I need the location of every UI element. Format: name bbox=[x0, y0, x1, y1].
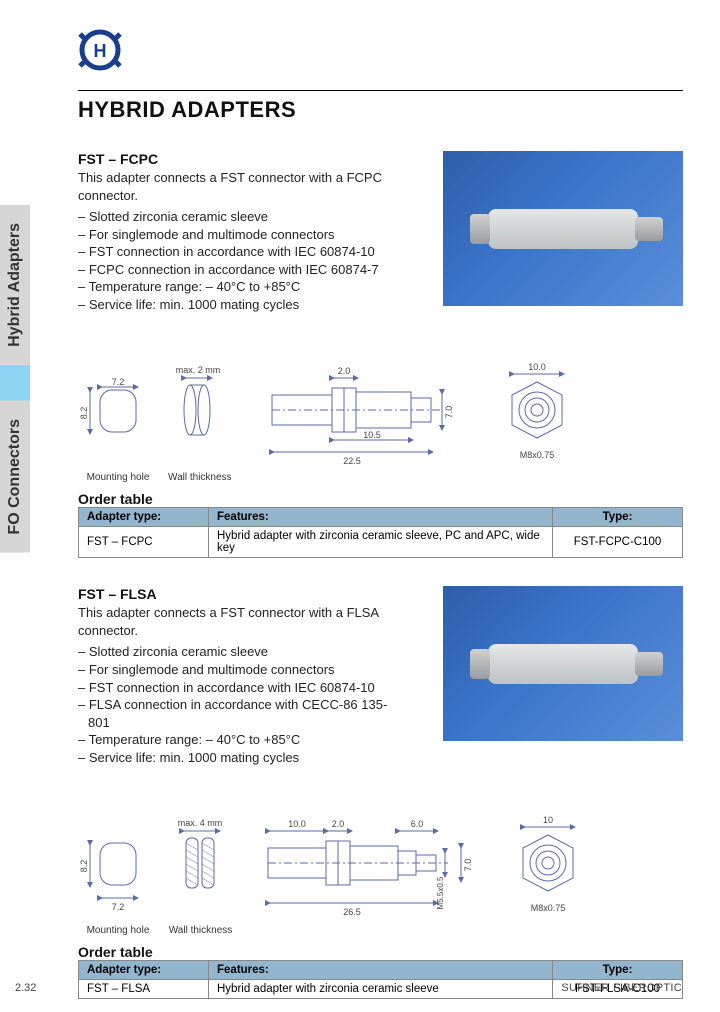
bullet-list: Slotted zirconia ceramic sleeve For sing… bbox=[78, 643, 388, 766]
col-header: Type: bbox=[553, 961, 683, 980]
wall-thickness-icon: max. 2 mm bbox=[168, 345, 228, 465]
table-row: FST – FCPC Hybrid adapter with zirconia … bbox=[79, 527, 683, 558]
list-item: Slotted zirconia ceramic sleeve bbox=[78, 208, 388, 226]
order-table: Adapter type: Features: Type: FST – FCPC… bbox=[78, 507, 683, 558]
svg-text:2.0: 2.0 bbox=[332, 819, 345, 829]
cell-adapter-type: FST – FCPC bbox=[79, 527, 209, 558]
section-intro: This adapter connects a FST connector wi… bbox=[78, 169, 388, 204]
cell-features: Hybrid adapter with zirconia ceramic sle… bbox=[209, 980, 553, 999]
nut-drawing-icon: 10 M8x0.75 bbox=[498, 793, 598, 933]
cell-adapter-type: FST – FLSA bbox=[79, 980, 209, 999]
product-photo bbox=[443, 586, 683, 741]
col-header: Features: bbox=[209, 508, 553, 527]
list-item: Slotted zirconia ceramic sleeve bbox=[78, 643, 388, 661]
list-item: FST connection in accordance with IEC 60… bbox=[78, 679, 388, 697]
nut-drawing-icon: 10.0 M8x0.75 bbox=[482, 340, 592, 480]
col-header: Features: bbox=[209, 961, 553, 980]
tab-accent bbox=[0, 365, 30, 401]
col-header: Type: bbox=[553, 508, 683, 527]
svg-text:7.0: 7.0 bbox=[463, 859, 473, 872]
list-item: For singlemode and multimode connectors bbox=[78, 661, 388, 679]
col-header: Adapter type: bbox=[79, 961, 209, 980]
svg-text:max. 4 mm: max. 4 mm bbox=[178, 818, 223, 828]
body-drawing-icon: 22.5 10.5 2.0 7.0 bbox=[242, 340, 472, 480]
connector-icon bbox=[488, 209, 638, 249]
list-item: FLSA connection in accordance with CECC-… bbox=[78, 696, 388, 731]
brand-logo-icon: H bbox=[78, 28, 122, 72]
svg-text:26.5: 26.5 bbox=[343, 907, 361, 917]
page-title: HYBRID ADAPTERS bbox=[78, 90, 683, 123]
svg-text:22.5: 22.5 bbox=[343, 456, 361, 466]
svg-text:7.2: 7.2 bbox=[112, 902, 125, 912]
order-table-title: Order table bbox=[78, 491, 683, 507]
svg-text:max. 2 mm: max. 2 mm bbox=[176, 365, 221, 375]
table-row: Adapter type: Features: Type: bbox=[79, 961, 683, 980]
cell-features: Hybrid adapter with zirconia ceramic sle… bbox=[209, 527, 553, 558]
col-header: Adapter type: bbox=[79, 508, 209, 527]
section-intro: This adapter connects a FST connector wi… bbox=[78, 604, 388, 639]
list-item: Service life: min. 1000 mating cycles bbox=[78, 296, 388, 314]
svg-text:10.0: 10.0 bbox=[288, 819, 306, 829]
body-drawing-icon: 10.0 2.0 6.0 26.5 7.0 M5.5x0.5 bbox=[243, 793, 488, 933]
tab-hybrid-adapters: Hybrid Adapters bbox=[0, 205, 30, 365]
diagram-label: Wall thickness bbox=[168, 925, 233, 936]
svg-text:M8x0.75: M8x0.75 bbox=[519, 450, 554, 460]
section-fst-fcpc: FST – FCPC This adapter connects a FST c… bbox=[78, 151, 683, 558]
svg-text:2.0: 2.0 bbox=[337, 366, 350, 376]
diagram-label: Wall thickness bbox=[168, 472, 232, 483]
list-item: Temperature range: – 40°C to +85°C bbox=[78, 278, 388, 296]
side-tabs: Hybrid Adapters FO Connectors bbox=[0, 205, 30, 552]
svg-text:8.2: 8.2 bbox=[79, 407, 89, 420]
svg-text:6.0: 6.0 bbox=[411, 819, 424, 829]
tab-fo-connectors: FO Connectors bbox=[0, 401, 30, 553]
order-table-title: Order table bbox=[78, 944, 683, 960]
technical-diagram: 7.2 8.2 Mounting hole max. 4 mm bbox=[78, 776, 683, 936]
list-item: For singlemode and multimode connectors bbox=[78, 226, 388, 244]
page-content: HYBRID ADAPTERS FST – FCPC This adapter … bbox=[78, 90, 683, 999]
list-item: FCPC connection in accordance with IEC 6… bbox=[78, 261, 388, 279]
page-number: 2.32 bbox=[15, 982, 36, 994]
cell-type-code: FST-FCPC-C100 bbox=[553, 527, 683, 558]
svg-text:10.5: 10.5 bbox=[363, 430, 381, 440]
footer-brand: SUHNER FIBEROPTIC bbox=[561, 982, 682, 994]
svg-text:7.2: 7.2 bbox=[112, 377, 125, 387]
svg-text:M5.5x0.5: M5.5x0.5 bbox=[436, 876, 445, 909]
svg-text:M8x0.75: M8x0.75 bbox=[531, 903, 566, 913]
section-fst-flsa: FST – FLSA This adapter connects a FST c… bbox=[78, 586, 683, 999]
svg-text:8.2: 8.2 bbox=[79, 860, 89, 873]
diagram-label: Mounting hole bbox=[78, 472, 158, 483]
wall-thickness-icon: max. 4 mm bbox=[168, 798, 233, 918]
bullet-list: Slotted zirconia ceramic sleeve For sing… bbox=[78, 208, 388, 313]
svg-text:10: 10 bbox=[543, 815, 553, 825]
product-photo bbox=[443, 151, 683, 306]
list-item: FST connection in accordance with IEC 60… bbox=[78, 243, 388, 261]
svg-text:H: H bbox=[94, 41, 107, 61]
diagram-label: Mounting hole bbox=[78, 925, 158, 936]
table-row: Adapter type: Features: Type: bbox=[79, 508, 683, 527]
list-item: Temperature range: – 40°C to +85°C bbox=[78, 731, 388, 749]
connector-icon bbox=[488, 644, 638, 684]
svg-text:7.0: 7.0 bbox=[444, 406, 454, 419]
svg-text:10.0: 10.0 bbox=[528, 362, 546, 372]
mounting-hole-icon: 7.2 8.2 bbox=[78, 345, 158, 465]
mounting-hole-icon: 7.2 8.2 bbox=[78, 798, 158, 918]
technical-diagram: 7.2 8.2 Mounting hole max. 2 mm bbox=[78, 323, 683, 483]
list-item: Service life: min. 1000 mating cycles bbox=[78, 749, 388, 767]
